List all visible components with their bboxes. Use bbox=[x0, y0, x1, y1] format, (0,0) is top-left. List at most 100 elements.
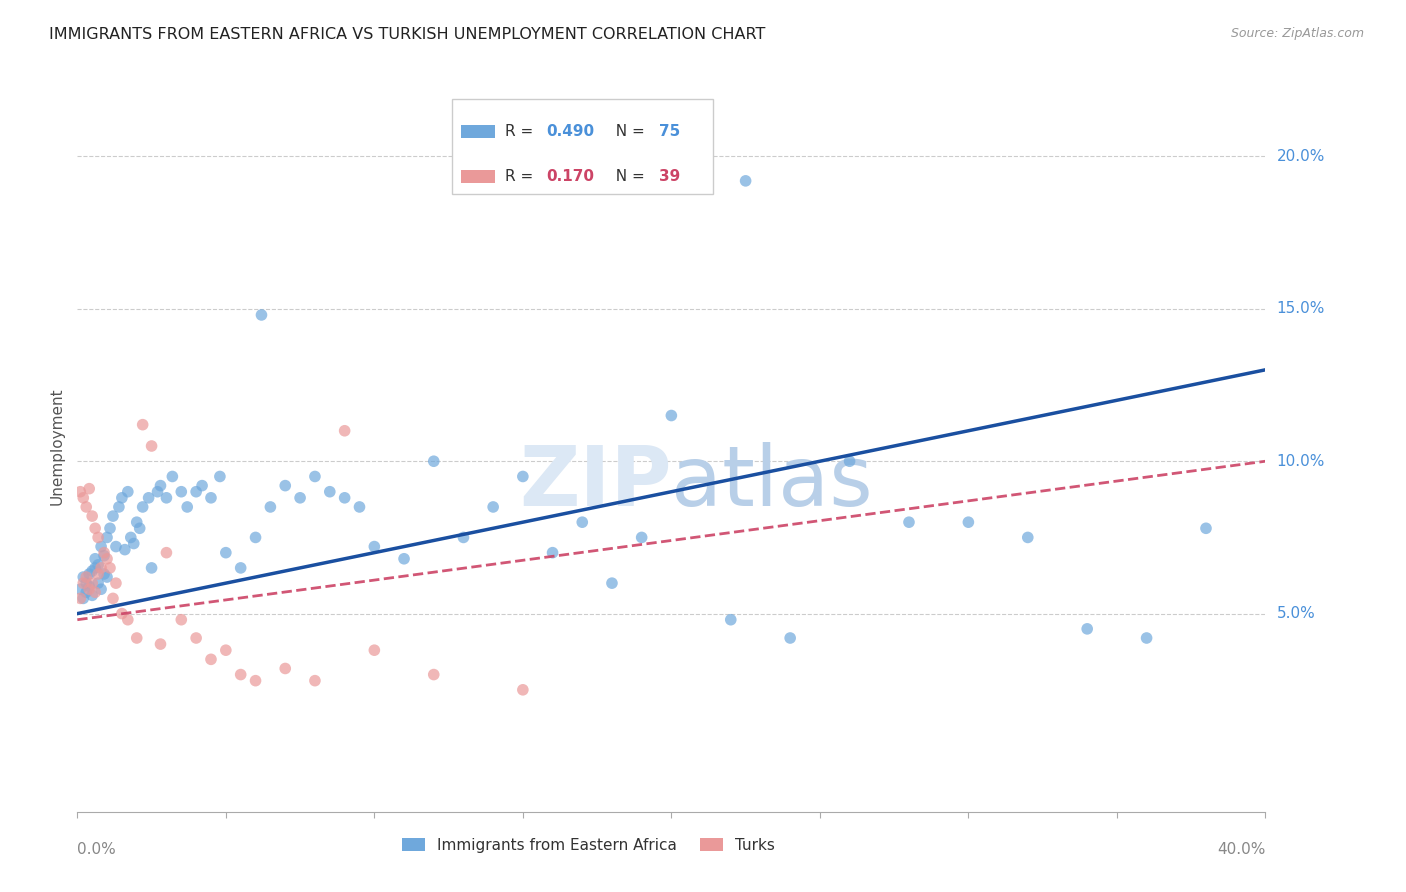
Point bbox=[146, 484, 169, 499]
Point bbox=[422, 454, 444, 468]
Point bbox=[120, 530, 142, 544]
Point bbox=[131, 417, 153, 432]
Text: Source: ZipAtlas.com: Source: ZipAtlas.com bbox=[1230, 27, 1364, 40]
Point bbox=[87, 576, 110, 591]
Point bbox=[122, 536, 145, 550]
Point bbox=[72, 576, 94, 591]
Text: R =: R = bbox=[505, 169, 538, 184]
Point bbox=[84, 585, 107, 599]
Text: 15.0%: 15.0% bbox=[1277, 301, 1324, 317]
Point bbox=[101, 509, 124, 524]
Point bbox=[98, 561, 121, 575]
Point bbox=[333, 424, 356, 438]
Point bbox=[96, 551, 118, 566]
Text: 75: 75 bbox=[659, 124, 681, 139]
Point bbox=[90, 540, 112, 554]
Point bbox=[274, 661, 297, 675]
Point bbox=[84, 551, 107, 566]
Point bbox=[661, 409, 683, 423]
Point bbox=[131, 500, 153, 514]
Point bbox=[77, 482, 100, 496]
Point bbox=[84, 561, 107, 575]
Point bbox=[512, 682, 534, 697]
Point bbox=[200, 491, 222, 505]
Point bbox=[319, 484, 342, 499]
Point bbox=[75, 576, 97, 591]
Point bbox=[69, 582, 91, 597]
Point bbox=[898, 515, 921, 529]
Point bbox=[155, 491, 177, 505]
Point bbox=[84, 521, 107, 535]
Point bbox=[482, 500, 505, 514]
Point bbox=[170, 484, 193, 499]
Point bbox=[229, 667, 252, 681]
Point bbox=[82, 576, 104, 591]
Point bbox=[77, 567, 100, 582]
Point bbox=[77, 579, 100, 593]
Point bbox=[98, 521, 121, 535]
Point bbox=[274, 478, 297, 492]
Point bbox=[155, 546, 177, 560]
Point bbox=[541, 546, 564, 560]
FancyBboxPatch shape bbox=[461, 170, 495, 183]
FancyBboxPatch shape bbox=[461, 125, 495, 138]
Point bbox=[72, 570, 94, 584]
Point bbox=[104, 540, 127, 554]
Text: 20.0%: 20.0% bbox=[1277, 149, 1324, 164]
Point bbox=[149, 637, 172, 651]
Point bbox=[149, 478, 172, 492]
Point bbox=[111, 491, 134, 505]
Point bbox=[72, 491, 94, 505]
Point bbox=[779, 631, 801, 645]
Point bbox=[250, 308, 273, 322]
Text: 40.0%: 40.0% bbox=[1218, 842, 1265, 857]
Point bbox=[87, 558, 110, 572]
Point bbox=[186, 631, 208, 645]
Point bbox=[1017, 530, 1039, 544]
Point bbox=[170, 613, 193, 627]
Point bbox=[87, 530, 110, 544]
Point bbox=[229, 561, 252, 575]
Point bbox=[1135, 631, 1157, 645]
Text: N =: N = bbox=[606, 124, 650, 139]
Text: 5.0%: 5.0% bbox=[1277, 607, 1315, 621]
Text: ZIP: ZIP bbox=[519, 442, 672, 523]
Point bbox=[125, 631, 148, 645]
Point bbox=[304, 673, 326, 688]
Text: atlas: atlas bbox=[672, 442, 873, 523]
Point bbox=[422, 667, 444, 681]
Point bbox=[82, 588, 104, 602]
Point bbox=[512, 469, 534, 483]
FancyBboxPatch shape bbox=[451, 99, 713, 194]
Text: 0.490: 0.490 bbox=[547, 124, 595, 139]
Point bbox=[93, 567, 115, 582]
Point bbox=[96, 570, 118, 584]
Point bbox=[117, 484, 139, 499]
Point bbox=[259, 500, 281, 514]
Point bbox=[69, 484, 91, 499]
Point bbox=[720, 613, 742, 627]
Point bbox=[108, 500, 131, 514]
Point bbox=[75, 585, 97, 599]
Point bbox=[90, 582, 112, 597]
Point bbox=[82, 509, 104, 524]
Legend: Immigrants from Eastern Africa, Turks: Immigrants from Eastern Africa, Turks bbox=[395, 831, 780, 859]
Point bbox=[838, 454, 860, 468]
Y-axis label: Unemployment: Unemployment bbox=[49, 387, 65, 505]
Point bbox=[128, 521, 150, 535]
Point bbox=[111, 607, 134, 621]
Point bbox=[304, 469, 326, 483]
Point bbox=[141, 561, 163, 575]
Point bbox=[93, 549, 115, 563]
Text: IMMIGRANTS FROM EASTERN AFRICA VS TURKISH UNEMPLOYMENT CORRELATION CHART: IMMIGRANTS FROM EASTERN AFRICA VS TURKIS… bbox=[49, 27, 766, 42]
Point bbox=[215, 643, 238, 657]
Point bbox=[138, 491, 160, 505]
Point bbox=[114, 542, 136, 557]
Point bbox=[93, 546, 115, 560]
Point bbox=[72, 591, 94, 606]
Point bbox=[75, 570, 97, 584]
Point bbox=[191, 478, 214, 492]
Text: R =: R = bbox=[505, 124, 538, 139]
Point bbox=[957, 515, 980, 529]
Point bbox=[363, 643, 385, 657]
